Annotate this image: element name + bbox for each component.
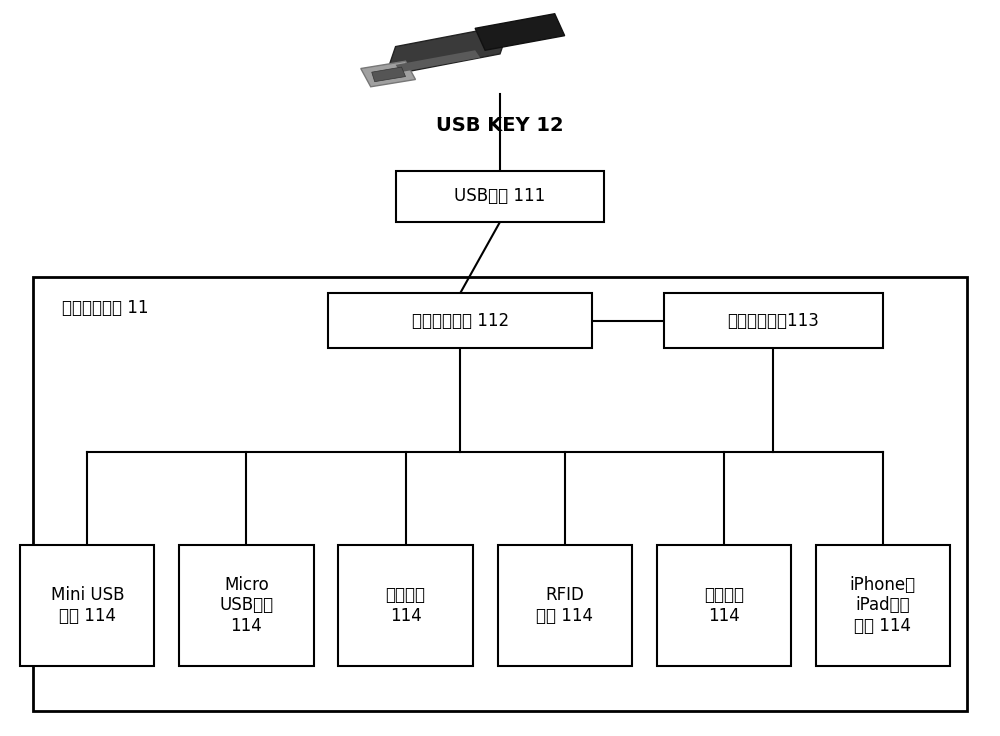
Text: iPhone、
iPad数据
接口 114: iPhone、 iPad数据 接口 114	[850, 576, 916, 635]
FancyBboxPatch shape	[664, 293, 883, 348]
Text: USB KEY 12: USB KEY 12	[436, 116, 564, 135]
Polygon shape	[475, 14, 565, 50]
FancyBboxPatch shape	[179, 545, 314, 665]
FancyBboxPatch shape	[657, 545, 791, 665]
Polygon shape	[361, 61, 415, 87]
Polygon shape	[386, 25, 510, 76]
Text: 蓝牙接口
114: 蓝牙接口 114	[386, 586, 426, 625]
FancyBboxPatch shape	[396, 171, 604, 222]
Text: RFID
接口 114: RFID 接口 114	[536, 586, 593, 625]
FancyBboxPatch shape	[33, 277, 967, 711]
Text: Micro
USB接口
114: Micro USB接口 114	[219, 576, 273, 635]
Text: USB接口 111: USB接口 111	[454, 188, 546, 205]
FancyBboxPatch shape	[338, 545, 473, 665]
Polygon shape	[372, 67, 406, 82]
FancyBboxPatch shape	[816, 545, 950, 665]
Text: 音频接口
114: 音频接口 114	[704, 586, 744, 625]
FancyBboxPatch shape	[328, 293, 592, 348]
Polygon shape	[396, 50, 480, 72]
Text: 协议转换设备 11: 协议转换设备 11	[62, 299, 149, 316]
Text: Mini USB
接口 114: Mini USB 接口 114	[51, 586, 124, 625]
Text: 协议转换芯片 112: 协议转换芯片 112	[412, 311, 509, 330]
FancyBboxPatch shape	[498, 545, 632, 665]
FancyBboxPatch shape	[20, 545, 154, 665]
Text: 转换控制单元113: 转换控制单元113	[728, 311, 819, 330]
